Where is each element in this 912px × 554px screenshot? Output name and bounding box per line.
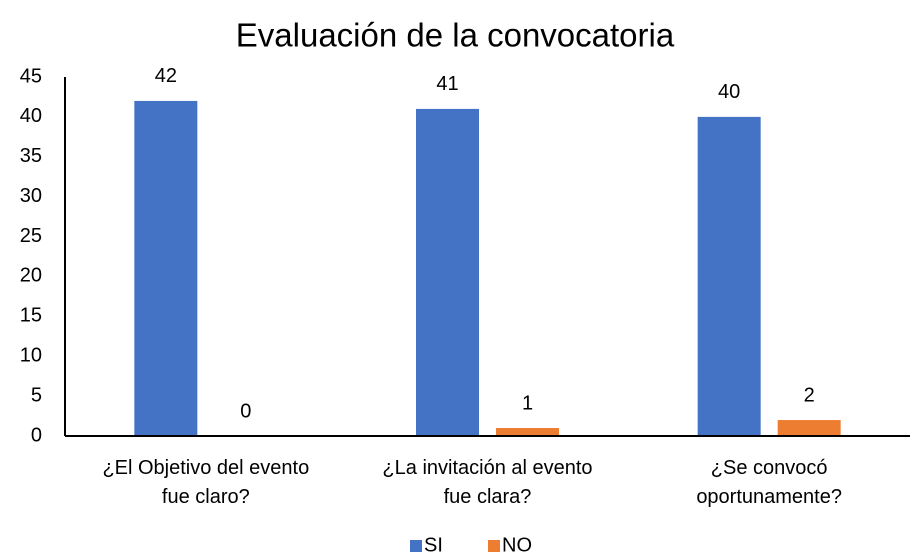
y-tick-label: 25	[20, 225, 42, 247]
legend-swatch	[488, 540, 500, 552]
bar	[134, 100, 198, 436]
x-tick-label: ¿El Objetivo del evento fue claro?	[102, 457, 310, 508]
data-label: 41	[436, 73, 458, 95]
data-label: 2	[804, 384, 815, 406]
legend-swatch	[410, 540, 422, 552]
bar	[416, 108, 479, 437]
x-tick-label: ¿Se convocó oportunamente?	[696, 457, 842, 508]
legend-label: SI	[424, 534, 443, 554]
data-label: 0	[240, 400, 251, 422]
y-tick-label: 5	[31, 384, 42, 406]
data-label: 42	[155, 65, 177, 87]
chart-title: Evaluación de la convocatoria	[236, 17, 675, 54]
bar	[496, 428, 559, 436]
y-tick-label: 45	[20, 65, 42, 87]
y-tick-label: 10	[20, 345, 42, 367]
bar	[697, 116, 761, 436]
data-label: 1	[522, 392, 533, 414]
y-tick-label: 0	[31, 424, 42, 446]
data-label: 40	[718, 81, 740, 103]
y-tick-label: 15	[20, 305, 42, 327]
y-tick-label: 40	[20, 105, 42, 127]
bar	[777, 420, 841, 436]
x-tick-label: ¿La invitación al evento fue clara?	[382, 457, 593, 508]
legend-label: NO	[502, 534, 532, 554]
y-tick-label: 35	[20, 145, 42, 167]
y-tick-label: 20	[20, 265, 42, 287]
y-tick-label: 30	[20, 185, 42, 207]
